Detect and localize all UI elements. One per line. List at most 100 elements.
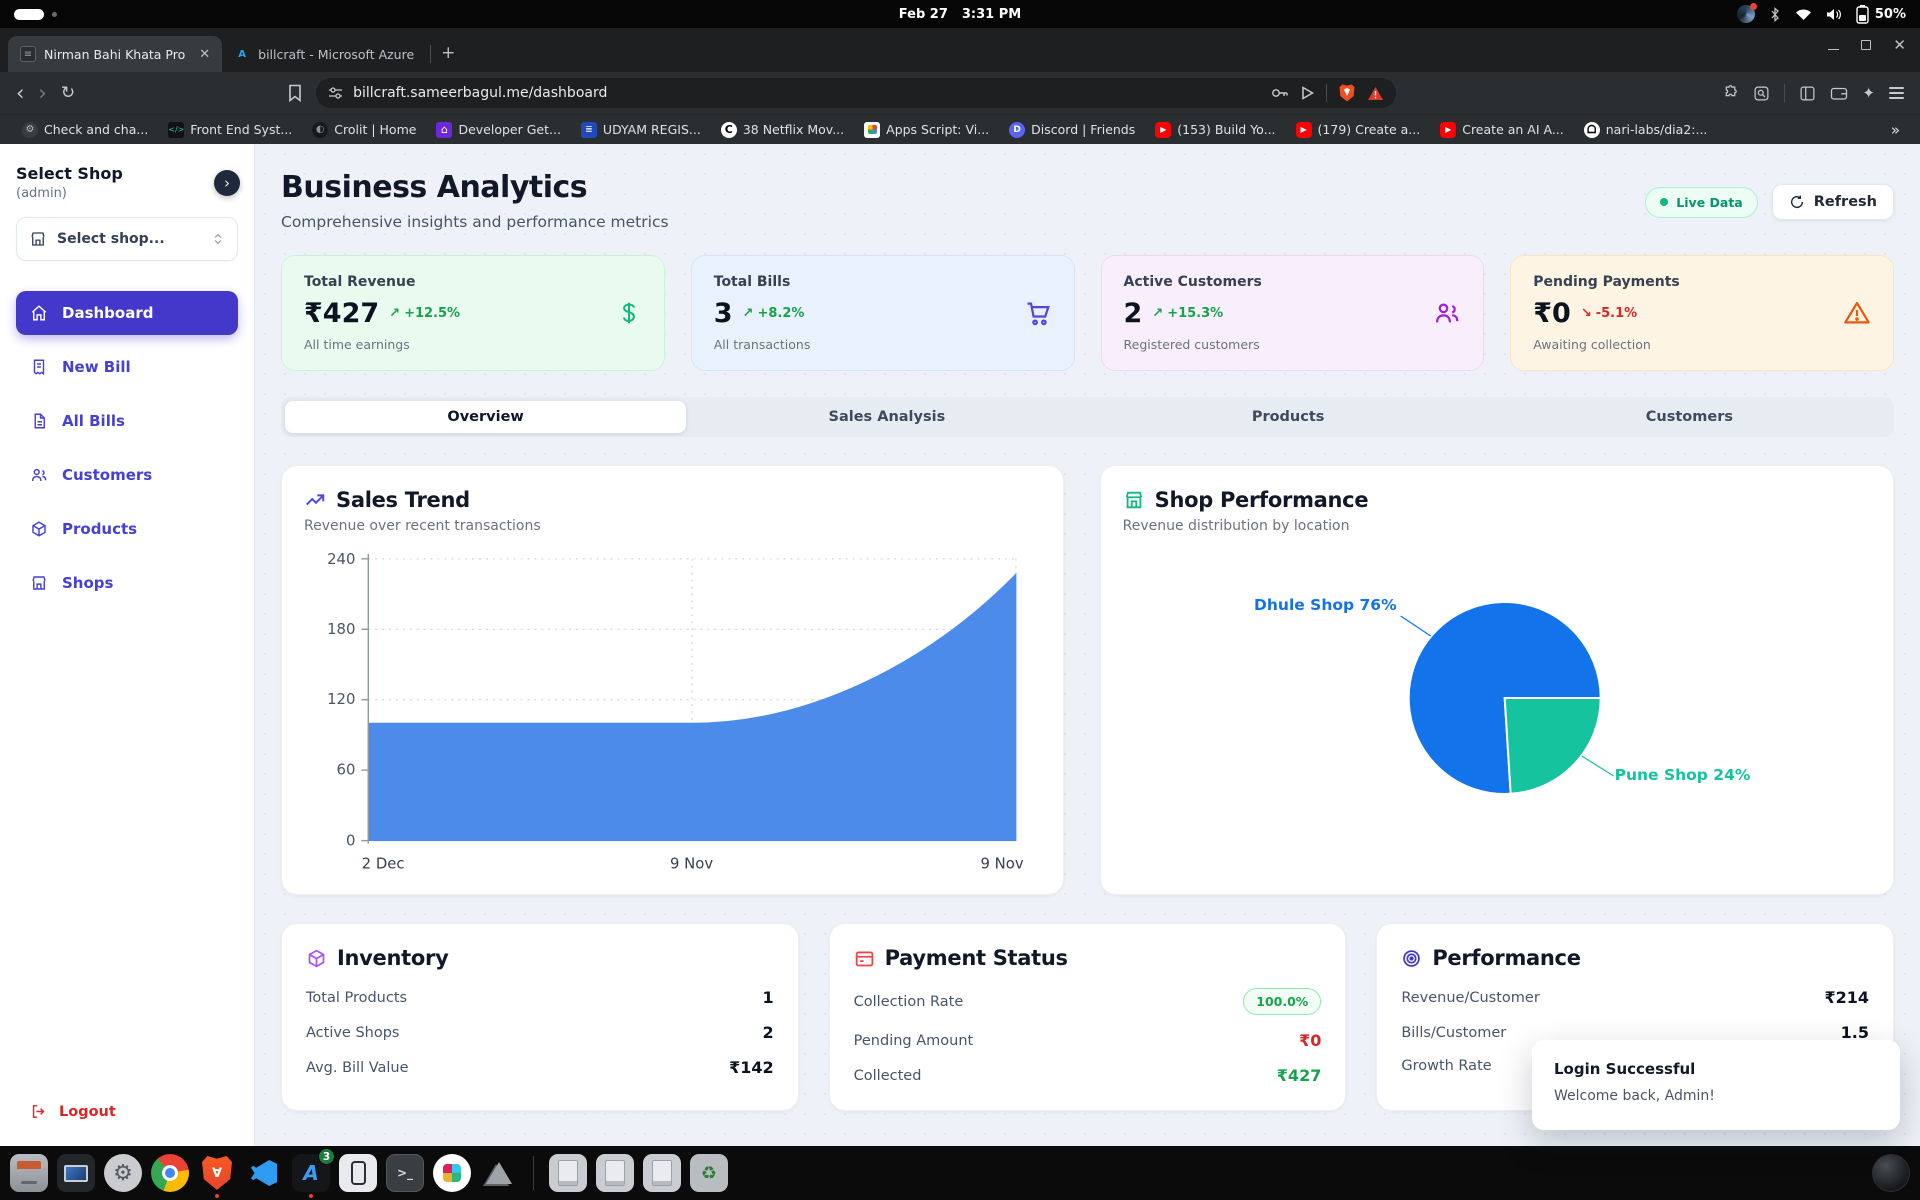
bookmark-item[interactable]: ▶ (179) Create a... [1288,119,1429,141]
system-clock[interactable]: 3:31 PM [961,6,1022,22]
bookmark-item[interactable]: ◐ Crolit | Home [304,119,424,141]
sidebar-collapse-button[interactable]: › [214,170,240,196]
bookmark-ribbon-icon[interactable] [288,84,302,102]
pie-label-pune: Pune Shop 24% [1614,766,1751,784]
bookmark-item[interactable]: ⚙ Check and cha... [14,119,156,141]
bookmark-item[interactable]: C 38 Netflix Mov... [713,119,852,141]
vscode-app-icon[interactable] [245,1154,283,1192]
volume-icon[interactable] [1826,8,1842,21]
svg-text:120: 120 [327,691,355,708]
bookmark-item[interactable]: ⌂ Developer Get... [428,119,568,141]
sidebar-item-shops[interactable]: Shops [16,561,238,605]
collection-rate-badge: 100.0% [1243,988,1322,1015]
brave-app-icon[interactable]: ∀ [198,1154,236,1198]
forward-button[interactable]: › [38,80,47,105]
system-top-bar: Feb 27 3:31 PM 50% [0,0,1920,28]
user-avatar[interactable] [1736,3,1757,23]
tab-overview[interactable]: Overview [285,401,687,433]
terminal-app-icon[interactable]: >_ [386,1154,424,1192]
sidebar-item-products[interactable]: Products [16,507,238,551]
leo-ai-sparkle-icon[interactable]: ✦ [1862,84,1875,102]
tab-customers[interactable]: Customers [1645,409,1733,425]
bookmark-item[interactable]: ▶ (153) Build Yo... [1147,119,1283,141]
tab-favicon-azure-icon: A [238,48,247,60]
refresh-button[interactable]: Refresh [1771,184,1894,220]
site-settings-icon[interactable] [328,87,343,99]
wallet-icon[interactable] [1830,85,1848,101]
phone-link-app-icon[interactable] [339,1154,377,1192]
wifi-icon[interactable] [1795,8,1812,21]
package-icon [32,521,46,537]
bookmark-item[interactable]: </> Front End Syst... [168,121,293,138]
back-button[interactable]: ‹ [16,80,25,105]
payment-row: Pending Amount ₹0 [853,1031,1322,1050]
text-editor-app-icon[interactable] [549,1154,587,1192]
logout-button[interactable]: Logout [16,1093,238,1126]
window-restore-button[interactable] [1861,40,1872,50]
url-bar[interactable]: billcraft.sameerbagul.me/dashboard [316,78,1397,108]
receipt-icon [33,359,45,376]
browser-tab-nirman[interactable]: ≡ Nirman Bahi Khata Pro ✕ [8,36,223,72]
tab-search-icon[interactable] [1753,85,1770,102]
home-icon [31,305,47,321]
tab-close-icon[interactable]: ✕ [199,46,211,62]
shop-select-dropdown[interactable]: Select shop... [16,217,238,261]
home-icon: ⌂ [436,121,453,138]
sidebar-item-dashboard[interactable]: Dashboard [16,291,238,335]
text-editor-app-icon[interactable] [643,1154,681,1192]
password-key-icon[interactable] [1271,87,1289,99]
workspace-switcher-icon[interactable] [1872,1154,1910,1192]
media-play-icon[interactable] [1301,86,1315,100]
brave-shield-icon[interactable] [1339,84,1355,102]
bookmark-item[interactable]: D Discord | Friends [1001,119,1143,141]
tab-divider [430,45,432,63]
login-toast[interactable]: Login Successful Welcome back, Admin! [1532,1040,1900,1130]
bookmark-item[interactable]: Apps Script: Vi... [856,119,997,141]
file-icon [34,413,45,429]
svg-text:240: 240 [327,551,355,568]
bookmarks-overflow-chevron[interactable]: » [1890,120,1900,139]
code-icon: </> [168,121,184,138]
recycle-bin-icon[interactable]: ♻ [690,1154,728,1192]
new-tab-button[interactable]: + [441,43,456,63]
browser-tab-billcraft[interactable]: A billcraft - Microsoft Azure [222,36,426,72]
bookmark-item[interactable]: ≣ UDYAM REGIS... [573,119,709,141]
chart-title: Shop Performance [1154,488,1369,512]
stat-card-total-bills: Total Bills 3 ↗ +8.2% All transactions [690,255,1075,371]
browser-menu-icon[interactable] [1889,87,1904,99]
text-editor-app-icon[interactable] [596,1154,634,1192]
reload-button[interactable]: ↻ [60,83,76,103]
tab-products[interactable]: Products [1251,409,1325,425]
extensions-puzzle-icon[interactable] [1722,84,1739,102]
sidebar-item-all-bills[interactable]: All Bills [16,399,238,443]
chart-title: Sales Trend [336,488,470,512]
files-app-icon[interactable] [10,1154,48,1192]
sidebar-item-new-bill[interactable]: New Bill [16,345,238,389]
shop-select-value: Select shop... [57,231,165,247]
warning-triangle-icon[interactable] [1367,86,1384,101]
window-indicator-pill[interactable] [14,8,44,20]
window-close-button[interactable]: ✕ [1893,36,1906,54]
taskbar-separator [533,1156,534,1190]
bluetooth-icon[interactable] [1769,6,1781,22]
prism-app-icon[interactable] [480,1154,518,1192]
tab-sales-analysis[interactable]: Sales Analysis [828,409,946,425]
live-data-badge: Live Data [1645,186,1758,218]
url-text[interactable]: billcraft.sameerbagul.me/dashboard [353,85,608,101]
performance-row: Revenue/Customer ₹214 [1401,988,1869,1007]
performance-row: Bills/Customer 1.5 [1401,1023,1869,1042]
battery-icon[interactable] [1856,4,1869,24]
settings-app-icon[interactable]: ⚙ [104,1154,142,1192]
bookmark-item[interactable]: ▶ Create an AI A... [1432,119,1572,141]
system-date[interactable]: Feb 27 [898,6,948,22]
bookmark-item[interactable]: ᗝ nari-labs/dia2:... [1576,119,1716,141]
system-monitor-app-icon[interactable] [57,1154,95,1192]
browser-tab-strip: ≡ Nirman Bahi Khata Pro ✕ A billcraft - … [0,28,1920,72]
slack-app-icon[interactable] [433,1154,471,1192]
chrome-app-icon[interactable] [151,1154,189,1192]
window-minimize-button[interactable] [1828,40,1840,50]
sidebar-panel-icon[interactable] [1799,85,1816,102]
trend-badge: ↗ +12.5% [389,306,461,321]
sidebar-item-customers[interactable]: Customers [16,453,238,497]
